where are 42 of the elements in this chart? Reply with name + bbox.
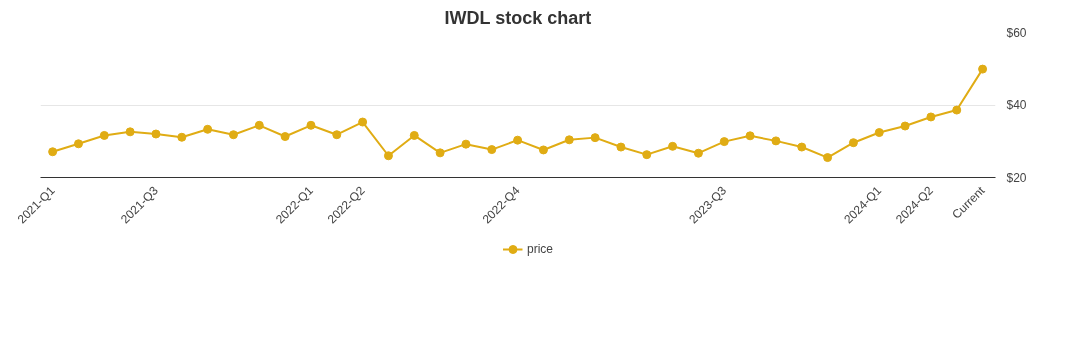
point bbox=[978, 64, 988, 74]
point bbox=[719, 137, 729, 147]
point bbox=[590, 133, 600, 143]
point bbox=[564, 135, 574, 145]
point bbox=[926, 112, 936, 122]
point bbox=[771, 136, 781, 146]
point bbox=[435, 148, 445, 158]
point bbox=[177, 132, 187, 142]
point bbox=[487, 145, 497, 155]
point bbox=[642, 150, 652, 160]
point bbox=[952, 105, 962, 115]
point bbox=[513, 135, 523, 145]
point bbox=[73, 139, 83, 149]
point bbox=[409, 130, 419, 140]
point bbox=[254, 120, 264, 130]
point bbox=[900, 121, 910, 131]
point bbox=[228, 130, 238, 140]
point bbox=[797, 142, 807, 152]
y-tick-label: $20 bbox=[1006, 170, 1027, 185]
point bbox=[306, 120, 316, 130]
point bbox=[332, 130, 342, 140]
point bbox=[745, 131, 755, 141]
point bbox=[616, 142, 626, 152]
point bbox=[203, 124, 213, 134]
point bbox=[668, 141, 678, 151]
point bbox=[538, 145, 548, 155]
point bbox=[383, 151, 393, 161]
point bbox=[48, 147, 58, 157]
point bbox=[125, 127, 135, 137]
point bbox=[823, 153, 833, 163]
point bbox=[874, 128, 884, 138]
y-tick-label: $40 bbox=[1006, 98, 1027, 112]
y-tick-label: $60 bbox=[1006, 25, 1027, 40]
point bbox=[280, 132, 290, 142]
point bbox=[693, 148, 703, 158]
point bbox=[461, 139, 471, 149]
point bbox=[99, 130, 109, 140]
point bbox=[358, 117, 368, 127]
point bbox=[848, 138, 858, 148]
point bbox=[151, 129, 161, 139]
chart-title: IWDL stock chart bbox=[444, 7, 592, 28]
legend-label: price bbox=[526, 242, 554, 256]
